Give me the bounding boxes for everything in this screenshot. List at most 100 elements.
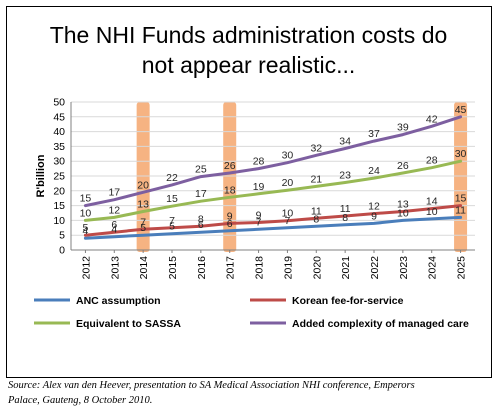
x-tick-label: 2012: [80, 256, 92, 280]
legend-label-2: Korean fee-for-service: [292, 295, 404, 307]
data-label-1: 8: [342, 212, 348, 224]
data-label-1: 10: [426, 206, 438, 218]
data-label-4: 37: [368, 128, 380, 140]
data-label-2: 11: [340, 203, 351, 215]
data-label-4: 45: [455, 104, 467, 116]
data-label-3: 23: [339, 170, 351, 182]
y-tick-label: 0: [59, 245, 65, 257]
x-tick-label: 2021: [340, 256, 352, 280]
data-label-3: 12: [108, 204, 120, 216]
data-label-3: 30: [455, 148, 467, 160]
data-label-3: 18: [224, 184, 236, 196]
highlight-band-2025: [454, 102, 468, 252]
data-label-2: 14: [426, 196, 438, 208]
highlight-band-2017: [223, 102, 237, 252]
data-label-3: 24: [368, 165, 380, 177]
data-label-2: 6: [111, 219, 117, 231]
data-label-3: 28: [426, 155, 438, 167]
x-tick-label: 2020: [311, 256, 323, 280]
data-label-1: 8: [313, 213, 319, 225]
data-label-3: 19: [253, 181, 265, 193]
x-tick-label: 2024: [427, 256, 439, 280]
x-tick-label: 2023: [398, 256, 410, 280]
data-label-4: 32: [310, 142, 322, 154]
x-tick-label: 2015: [167, 256, 179, 280]
y-tick-label: 35: [53, 141, 65, 153]
data-label-3: 10: [80, 207, 92, 219]
data-label-1: 4: [111, 224, 117, 236]
y-tick-label: 20: [53, 185, 65, 197]
data-label-4: 26: [224, 160, 236, 172]
data-label-4: 30: [282, 150, 294, 162]
x-tick-label: 2013: [109, 256, 121, 280]
data-label-2: 8: [198, 213, 204, 225]
data-label-4: 20: [137, 179, 149, 191]
data-label-2: 15: [455, 193, 467, 205]
data-label-2: 11: [311, 205, 322, 217]
data-label-3: 13: [137, 199, 149, 211]
data-label-1: 10: [397, 207, 409, 219]
series-line-1: [83, 215, 463, 240]
data-label-4: 34: [339, 135, 351, 147]
legend-label-1: ANC assumption: [76, 295, 161, 307]
highlight-band-2014: [136, 102, 150, 252]
series-line-3: [83, 159, 463, 222]
y-tick-label: 30: [53, 156, 65, 168]
x-tick-label: 2014: [138, 256, 150, 280]
slide-title: The NHI Funds administration costs do no…: [0, 20, 497, 80]
data-label-2: 9: [256, 209, 262, 221]
x-tick-label: 2025: [456, 256, 468, 280]
y-tick-label: 45: [53, 111, 65, 123]
data-label-4: 25: [195, 164, 207, 176]
x-tick-label: 2018: [254, 256, 266, 280]
data-label-4: 39: [397, 122, 409, 134]
x-tick-label: 2022: [369, 256, 381, 280]
y-axis-label: R'billion: [35, 154, 47, 197]
data-label-1: 5: [140, 222, 146, 234]
series-line-2: [83, 204, 463, 237]
data-label-1: 7: [285, 215, 291, 227]
data-label-1: 6: [227, 218, 233, 230]
data-label-3: 17: [195, 188, 207, 200]
data-label-2: 5: [83, 222, 89, 234]
data-label-1: 9: [371, 210, 377, 222]
legend-label-3: Equivalent to SASSA: [76, 318, 181, 330]
data-label-3: 21: [310, 173, 322, 185]
data-label-1: 11: [455, 204, 466, 216]
y-tick-label: 25: [53, 171, 65, 183]
data-label-1: 6: [198, 219, 204, 231]
y-tick-label: 50: [53, 97, 65, 109]
data-label-1: 7: [256, 216, 262, 228]
y-tick-label: 5: [59, 230, 65, 242]
data-label-1: 5: [169, 221, 175, 233]
data-label-4: 15: [80, 193, 92, 205]
y-tick-label: 40: [53, 126, 65, 138]
data-label-4: 22: [166, 172, 178, 184]
slide-title-line-1: The NHI Funds administration costs do: [49, 22, 448, 48]
legend-label-4: Added complexity of managed care: [292, 318, 469, 330]
x-tick-label: 2019: [282, 256, 294, 280]
slide-frame: [6, 6, 492, 378]
data-label-2: 7: [140, 216, 146, 228]
slide-title-line-2: not appear realistic...: [141, 52, 356, 78]
x-tick-label: 2017: [225, 256, 237, 280]
data-label-2: 12: [368, 201, 380, 213]
data-label-2: 10: [282, 208, 294, 220]
data-label-3: 20: [282, 177, 294, 189]
data-label-4: 17: [108, 187, 120, 199]
source-line-2: Palace, Gauteng, 8 October 2010.: [8, 395, 153, 406]
data-label-4: 42: [426, 113, 438, 125]
data-label-3: 15: [166, 193, 178, 205]
data-label-2: 9: [227, 210, 233, 222]
data-label-2: 7: [169, 215, 175, 227]
source-line-1: Source: Alex van den Heever, presentatio…: [8, 380, 415, 391]
x-tick-label: 2016: [196, 256, 208, 280]
source-note: Source: Alex van den Heever, presentatio…: [8, 378, 492, 408]
y-tick-label: 10: [53, 215, 65, 227]
data-label-4: 28: [253, 156, 265, 168]
data-label-3: 26: [397, 160, 409, 172]
y-tick-label: 15: [53, 200, 65, 212]
data-label-2: 13: [397, 199, 409, 211]
series-line-4: [83, 115, 463, 208]
